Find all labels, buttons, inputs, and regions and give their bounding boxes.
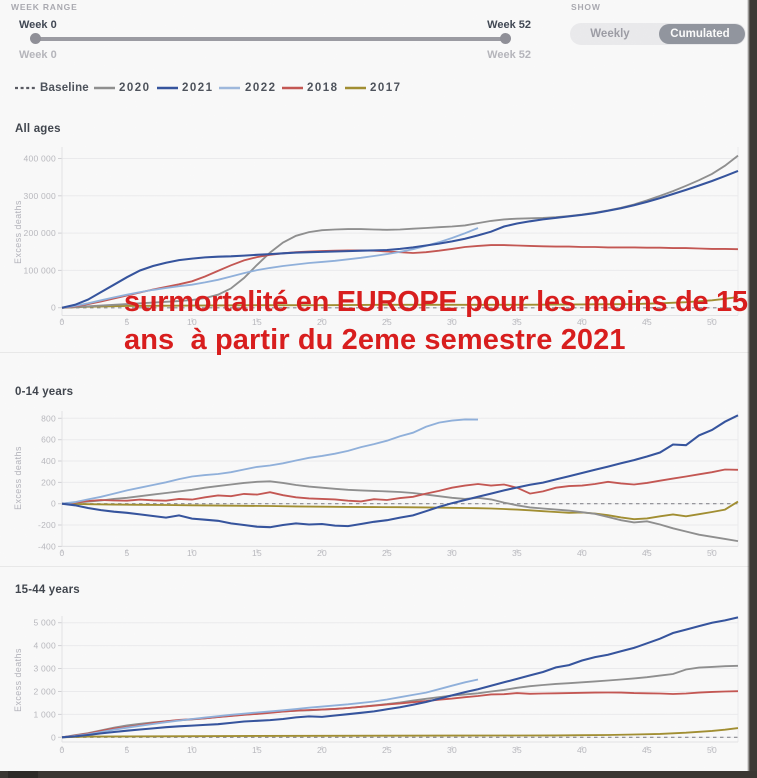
svg-text:0: 0 <box>51 732 56 742</box>
svg-text:200 000: 200 000 <box>24 228 56 238</box>
svg-text:5 000: 5 000 <box>33 618 56 628</box>
svg-text:15: 15 <box>252 548 262 558</box>
svg-text:400 000: 400 000 <box>24 154 56 164</box>
svg-text:40: 40 <box>577 745 587 755</box>
svg-text:30: 30 <box>447 745 457 755</box>
svg-text:10: 10 <box>187 745 197 755</box>
svg-text:0: 0 <box>51 499 56 509</box>
svg-text:45: 45 <box>642 745 652 755</box>
svg-text:Excess deaths: Excess deaths <box>13 200 23 264</box>
svg-text:Excess deaths: Excess deaths <box>13 648 23 712</box>
svg-text:2 000: 2 000 <box>33 687 56 697</box>
svg-text:25: 25 <box>382 745 392 755</box>
svg-text:0: 0 <box>60 548 65 558</box>
svg-text:All ages: All ages <box>15 123 61 135</box>
svg-text:0: 0 <box>60 745 65 755</box>
svg-text:20: 20 <box>317 745 327 755</box>
svg-text:5: 5 <box>125 548 130 558</box>
svg-text:15-44 years: 15-44 years <box>15 584 80 596</box>
svg-text:Excess deaths: Excess deaths <box>13 446 23 510</box>
svg-text:0-14 years: 0-14 years <box>15 386 73 398</box>
svg-text:0: 0 <box>51 303 56 313</box>
svg-text:300 000: 300 000 <box>24 191 56 201</box>
svg-text:35: 35 <box>512 745 522 755</box>
svg-text:50: 50 <box>707 548 717 558</box>
svg-text:45: 45 <box>642 548 652 558</box>
svg-text:0: 0 <box>60 317 65 327</box>
svg-text:25: 25 <box>382 548 392 558</box>
svg-text:3 000: 3 000 <box>33 664 56 674</box>
svg-text:400: 400 <box>41 456 56 466</box>
svg-text:20: 20 <box>317 548 327 558</box>
svg-text:35: 35 <box>512 548 522 558</box>
svg-text:600: 600 <box>41 435 56 445</box>
svg-text:1 000: 1 000 <box>33 709 56 719</box>
svg-text:200: 200 <box>41 477 56 487</box>
svg-text:-400: -400 <box>38 541 56 551</box>
svg-text:10: 10 <box>187 548 197 558</box>
svg-text:5: 5 <box>125 745 130 755</box>
svg-text:800: 800 <box>41 413 56 423</box>
svg-text:40: 40 <box>577 548 587 558</box>
svg-text:30: 30 <box>447 548 457 558</box>
svg-text:50: 50 <box>707 745 717 755</box>
svg-text:4 000: 4 000 <box>33 641 56 651</box>
svg-text:100 000: 100 000 <box>24 265 56 275</box>
svg-text:15: 15 <box>252 745 262 755</box>
svg-text:-200: -200 <box>38 520 56 530</box>
